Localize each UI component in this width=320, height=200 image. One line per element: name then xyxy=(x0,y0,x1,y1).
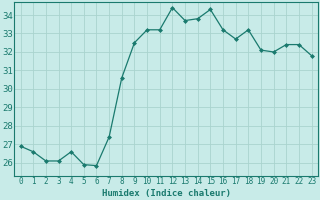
X-axis label: Humidex (Indice chaleur): Humidex (Indice chaleur) xyxy=(101,189,231,198)
